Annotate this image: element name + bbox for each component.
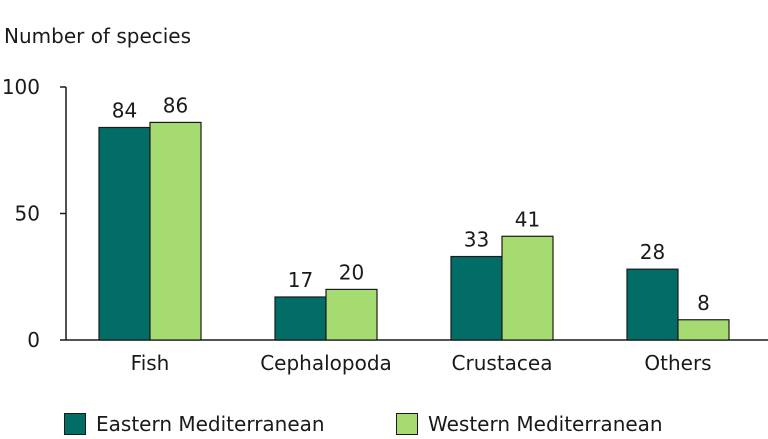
legend-swatch-eastern bbox=[64, 413, 86, 435]
data-label: 17 bbox=[288, 268, 313, 292]
y-axis-title: Number of species bbox=[4, 24, 192, 48]
data-label: 8 bbox=[697, 291, 710, 315]
legend-label-eastern: Eastern Mediterranean bbox=[96, 412, 325, 436]
y-tick-label: 100 bbox=[2, 75, 40, 99]
data-labels: 84 86 17 20 33 41 28 8 bbox=[112, 93, 710, 314]
axes: 0 50 100 Fish Cephalopoda Crustacea Others bbox=[2, 75, 768, 375]
legend: Eastern Mediterranean Western Mediterran… bbox=[0, 412, 768, 439]
bar-eastern-crustacea bbox=[450, 255, 503, 341]
data-label: 86 bbox=[163, 93, 188, 117]
legend-item-western: Western Mediterranean bbox=[396, 412, 663, 436]
bar-western-cephalopoda bbox=[325, 288, 378, 341]
bar-western-crustacea bbox=[501, 235, 554, 341]
legend-item-eastern: Eastern Mediterranean bbox=[64, 412, 325, 436]
data-label: 84 bbox=[112, 98, 137, 122]
bar-eastern-others bbox=[626, 268, 679, 341]
y-tick-label: 0 bbox=[27, 328, 40, 352]
data-label: 20 bbox=[339, 260, 364, 284]
legend-label-western: Western Mediterranean bbox=[428, 412, 663, 436]
legend-swatch-western bbox=[396, 413, 418, 435]
bar-eastern-cephalopoda bbox=[274, 296, 327, 341]
x-tick-label: Crustacea bbox=[452, 351, 553, 375]
x-tick-label: Others bbox=[644, 351, 711, 375]
data-label: 41 bbox=[515, 207, 540, 231]
bar-eastern-fish bbox=[98, 126, 151, 341]
y-tick-label: 50 bbox=[15, 202, 40, 226]
data-label: 28 bbox=[640, 240, 665, 264]
data-label: 33 bbox=[464, 228, 489, 252]
bar-western-fish bbox=[149, 121, 202, 341]
bar-western-others bbox=[677, 319, 730, 341]
x-tick-label: Fish bbox=[131, 351, 170, 375]
x-tick-label: Cephalopoda bbox=[260, 351, 392, 375]
bars bbox=[98, 121, 730, 341]
